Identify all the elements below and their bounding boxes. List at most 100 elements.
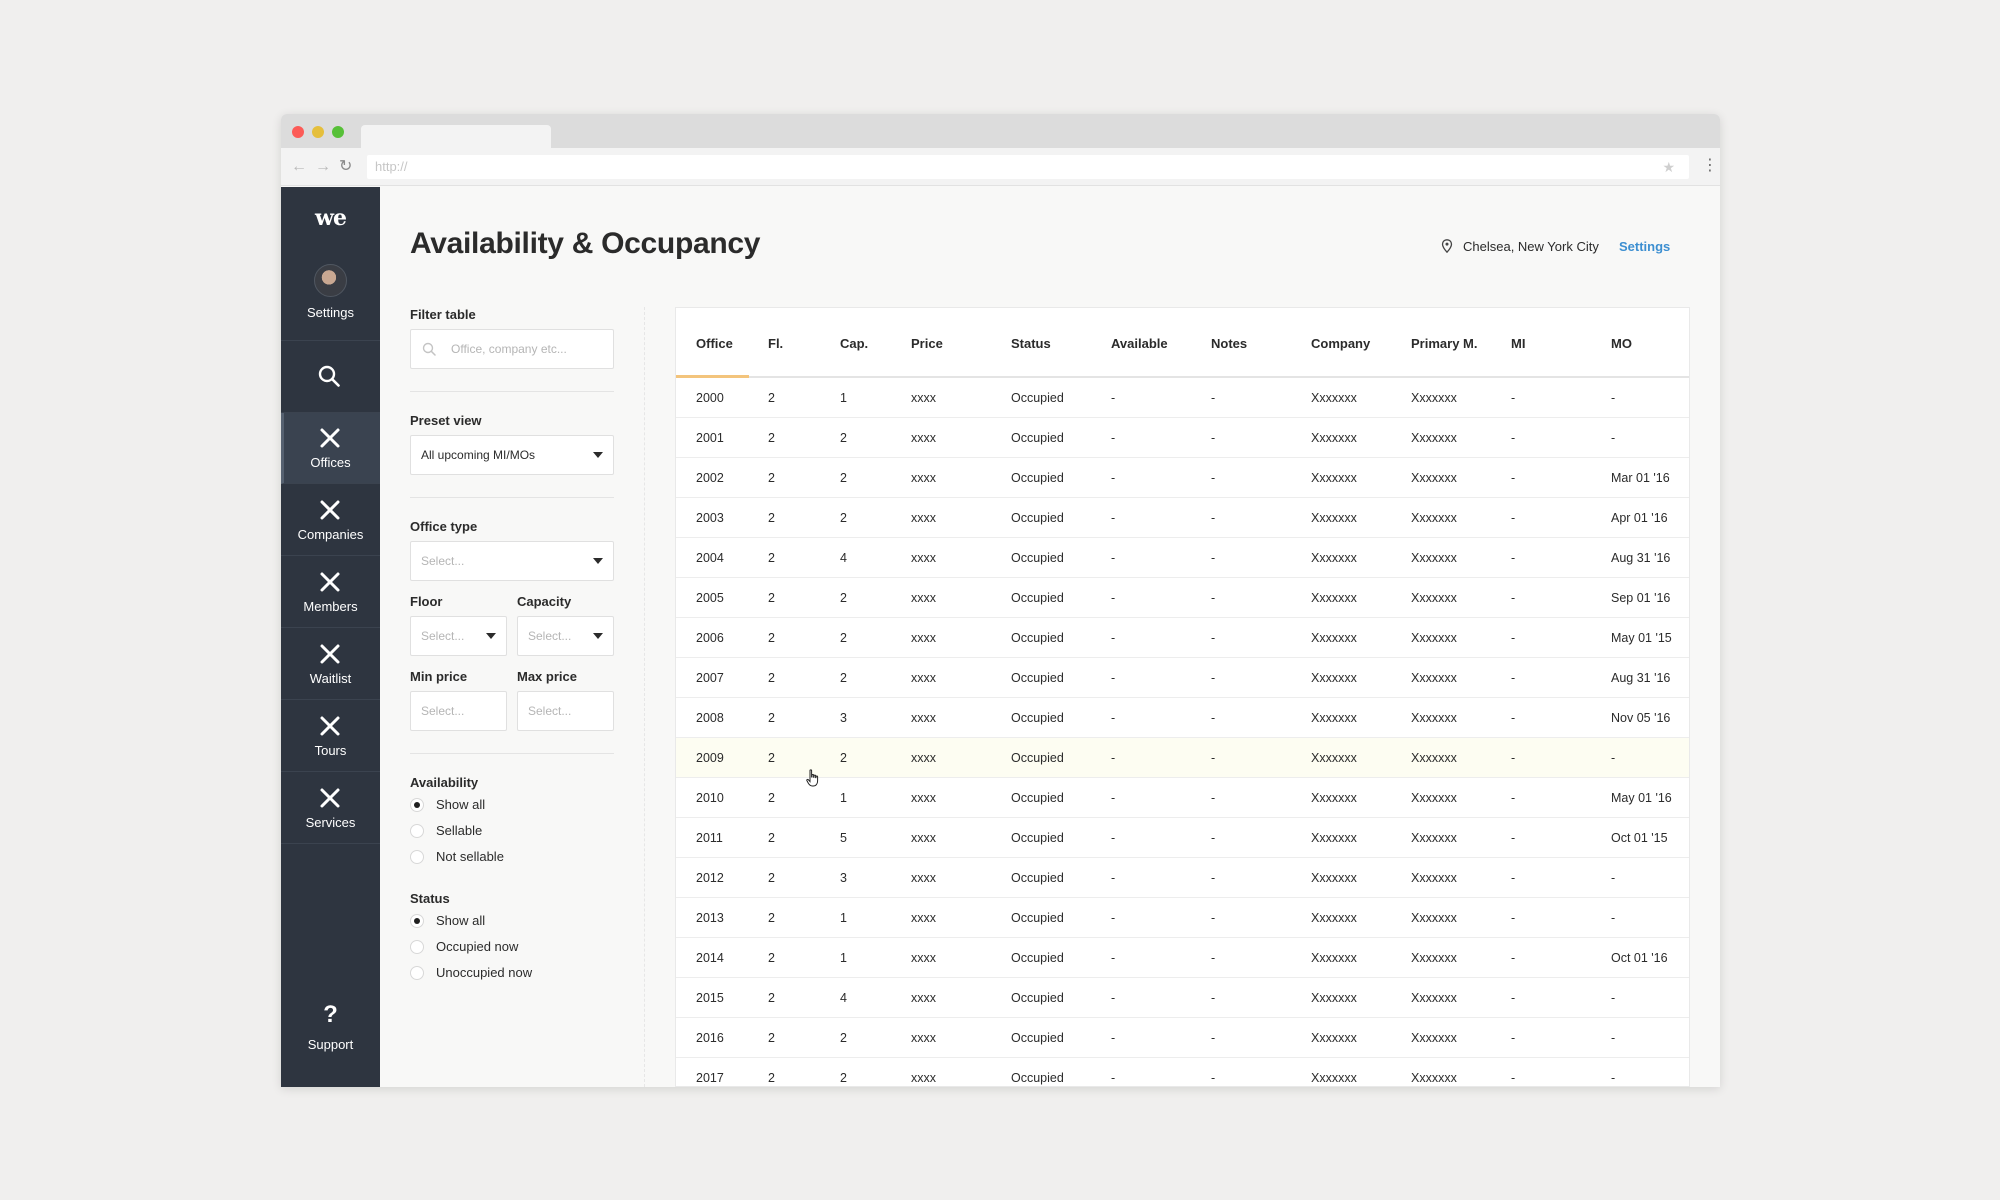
table-cell: - [1211, 631, 1216, 645]
active-sort-indicator [676, 375, 749, 378]
column-header[interactable]: Company [1311, 336, 1371, 351]
radio-button[interactable] [410, 966, 424, 980]
table-row[interactable]: 2007 2 2 xxxx Occupied - - Xxxxxxx Xxxxxxx - Aug 3… [676, 658, 1689, 698]
column-header[interactable]: MO [1611, 336, 1632, 351]
radio-button[interactable] [410, 798, 424, 812]
table-cell: xxxx [911, 591, 936, 605]
browser-menu-icon[interactable]: ⋮ [1702, 157, 1718, 174]
table-row[interactable]: 2006 2 2 xxxx Occupied - - Xxxxxxx Xxxxxxx - May 0… [676, 618, 1689, 658]
brand-logo[interactable]: we [315, 205, 347, 231]
column-header[interactable]: Office [696, 336, 733, 351]
column-header[interactable]: Primary M. [1411, 336, 1478, 351]
sidebar-item-offices[interactable]: Offices [281, 413, 380, 484]
bookmark-star-icon[interactable]: ★ [1662, 159, 1675, 175]
table-cell: Aug 31 '16 [1611, 671, 1671, 685]
table-row[interactable]: 2015 2 4 xxxx Occupied - - Xxxxxxx Xxxxxxx - - [676, 978, 1689, 1018]
sidebar-item-waitlist[interactable]: Waitlist [281, 629, 380, 700]
table-row[interactable]: 2009 2 2 xxxx Occupied - - Xxxxxxx Xxxxxxx - - [676, 738, 1689, 778]
reload-icon[interactable]: ↻ [339, 158, 353, 175]
table-row[interactable]: 2004 2 4 xxxx Occupied - - Xxxxxxx Xxxxxxx - Aug 3… [676, 538, 1689, 578]
table-cell: - [1511, 591, 1516, 605]
browser-tab[interactable] [361, 125, 551, 148]
column-header[interactable]: Price [911, 336, 943, 351]
column-header[interactable]: MI [1511, 336, 1526, 351]
sidebar-item-services[interactable]: Services [281, 773, 380, 844]
preset-view-label: Preset view [410, 413, 482, 428]
sidebar-item-label: Tours [314, 743, 347, 758]
table-cell: Occupied [1011, 511, 1064, 525]
table-cell: xxxx [911, 431, 936, 445]
table-cell: 2001 [696, 431, 724, 445]
avatar[interactable] [314, 264, 347, 297]
preset-view-select[interactable]: All upcoming MI/MOs [410, 435, 614, 475]
table-cell: - [1611, 431, 1616, 445]
table-row[interactable]: 2012 2 3 xxxx Occupied - - Xxxxxxx Xxxxxxx - - [676, 858, 1689, 898]
sidebar-support[interactable]: ? Support [281, 997, 380, 1067]
filter-table-input[interactable]: Office, company etc... [410, 329, 614, 369]
table-cell: 4 [840, 991, 847, 1005]
table-cell: Xxxxxxx [1411, 431, 1457, 445]
table-row[interactable]: 2002 2 2 xxxx Occupied - - Xxxxxxx Xxxxxxx - Mar 0… [676, 458, 1689, 498]
table-row[interactable]: 2014 2 1 xxxx Occupied - - Xxxxxxx Xxxxxxx - Oct 0… [676, 938, 1689, 978]
table-cell: 1 [840, 951, 847, 965]
table-cell: - [1511, 951, 1516, 965]
sidebar-profile-block: we Settings [281, 187, 380, 341]
floor-placeholder: Select... [421, 629, 465, 643]
table-cell: 1 [840, 791, 847, 805]
table-cell: - [1211, 511, 1216, 525]
help-question-icon: ? [323, 1001, 338, 1028]
filter-table-label: Filter table [410, 307, 476, 322]
column-header[interactable]: Fl. [768, 336, 784, 351]
maximize-window-button[interactable] [332, 126, 344, 138]
table-cell: xxxx [911, 791, 936, 805]
back-arrow-icon[interactable]: ← [291, 158, 307, 175]
table-row[interactable]: 2005 2 2 xxxx Occupied - - Xxxxxxx Xxxxxxx - Sep 0… [676, 578, 1689, 618]
table-row[interactable]: 2017 2 2 xxxx Occupied - - Xxxxxxx Xxxxxxx - - [676, 1058, 1689, 1086]
office-type-placeholder: Select... [421, 554, 465, 568]
filter-table-placeholder: Office, company etc... [451, 342, 567, 356]
radio-button[interactable] [410, 824, 424, 838]
panel-divider [644, 307, 645, 1087]
profile-settings-label[interactable]: Settings [307, 305, 354, 320]
min-price-input[interactable]: Select... [410, 691, 507, 731]
column-header[interactable]: Available [1111, 336, 1168, 351]
column-header[interactable]: Notes [1211, 336, 1248, 351]
sidebar-item-companies[interactable]: Companies [281, 485, 380, 556]
table-row[interactable]: 2013 2 1 xxxx Occupied - - Xxxxxxx Xxxxxxx - - [676, 898, 1689, 938]
table-cell: 2 [768, 391, 775, 405]
column-header[interactable]: Cap. [840, 336, 869, 351]
table-cell: - [1111, 591, 1116, 605]
office-type-select[interactable]: Select... [410, 541, 614, 581]
close-window-button[interactable] [292, 126, 304, 138]
floor-select[interactable]: Select... [410, 616, 507, 656]
location-label[interactable]: Chelsea, New York City [1463, 239, 1599, 254]
settings-link[interactable]: Settings [1619, 239, 1671, 254]
address-bar[interactable]: http:// ★ [367, 155, 1689, 179]
capacity-select[interactable]: Select... [517, 616, 614, 656]
radio-button[interactable] [410, 914, 424, 928]
max-price-input[interactable]: Select... [517, 691, 614, 731]
preset-view-value: All upcoming MI/MOs [421, 448, 536, 462]
table-cell: Xxxxxxx [1311, 991, 1357, 1005]
sidebar-item-tours[interactable]: Tours [281, 701, 380, 772]
table-row[interactable]: 2016 2 2 xxxx Occupied - - Xxxxxxx Xxxxxxx - - [676, 1018, 1689, 1058]
sidebar-search[interactable] [281, 341, 380, 413]
sidebar-item-members[interactable]: Members [281, 557, 380, 628]
table-row[interactable]: 2001 2 2 xxxx Occupied - - Xxxxxxx Xxxxxxx - - [676, 418, 1689, 458]
divider [410, 391, 614, 392]
radio-button[interactable] [410, 850, 424, 864]
radio-button[interactable] [410, 940, 424, 954]
table-cell: - [1111, 791, 1116, 805]
table-row[interactable]: 2008 2 3 xxxx Occupied - - Xxxxxxx Xxxxxxx - Nov 0… [676, 698, 1689, 738]
minimize-window-button[interactable] [312, 126, 324, 138]
forward-arrow-icon[interactable]: → [315, 158, 331, 175]
browser-toolbar: ← → ↻ http:// ★ ⋮ [281, 148, 1720, 186]
column-header[interactable]: Status [1011, 336, 1051, 351]
table-row[interactable]: 2010 2 1 xxxx Occupied - - Xxxxxxx Xxxxxxx - May 0… [676, 778, 1689, 818]
table-row[interactable]: 2000 2 1 xxxx Occupied - - Xxxxxxx Xxxxxxx - - [676, 378, 1689, 418]
table-cell: xxxx [911, 871, 936, 885]
table-row[interactable]: 2011 2 5 xxxx Occupied - - Xxxxxxx Xxxxxxx - Oct 0… [676, 818, 1689, 858]
table-cell: - [1211, 431, 1216, 445]
table-cell: Xxxxxxx [1311, 911, 1357, 925]
table-row[interactable]: 2003 2 2 xxxx Occupied - - Xxxxxxx Xxxxxxx - Apr 0… [676, 498, 1689, 538]
